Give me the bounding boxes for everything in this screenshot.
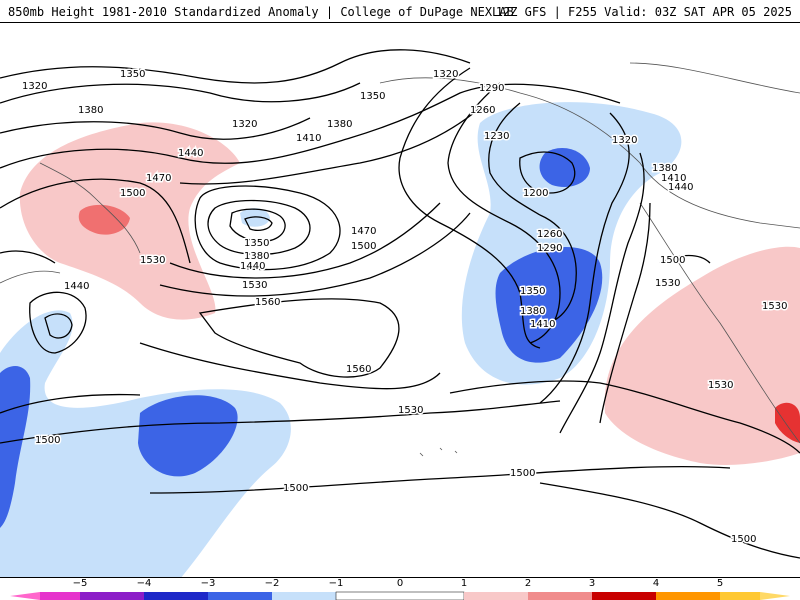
legend-tick: 5 bbox=[716, 578, 724, 589]
contour-label: 1500 bbox=[731, 534, 756, 545]
legend-tick: 1 bbox=[460, 578, 468, 589]
contour-label: 1350 bbox=[520, 286, 545, 297]
map-title: 850mb Height 1981-2010 Standardized Anom… bbox=[8, 5, 514, 19]
contour-label: 1470 bbox=[351, 226, 376, 237]
legend-tick: −2 bbox=[264, 578, 280, 589]
contour-label: 1530 bbox=[762, 301, 787, 312]
legend-tick: 3 bbox=[588, 578, 596, 589]
contour-label: 1290 bbox=[537, 243, 562, 254]
contour-label: 1530 bbox=[655, 278, 680, 289]
contour-label: 1500 bbox=[120, 188, 145, 199]
legend-tick: 4 bbox=[652, 578, 660, 589]
contour-label: 1350 bbox=[244, 238, 269, 249]
contour-label: 1470 bbox=[146, 173, 171, 184]
contour-label: 1500 bbox=[510, 468, 535, 479]
positive-anomaly-east-core bbox=[775, 402, 800, 443]
height-contours bbox=[0, 49, 800, 559]
legend-tick: −5 bbox=[72, 578, 88, 589]
model-run-info: 12Z GFS | F255 Valid: 03Z SAT APR 05 202… bbox=[495, 5, 792, 19]
contour-label: 1380 bbox=[327, 119, 352, 130]
contour-label: 1500 bbox=[660, 255, 685, 266]
legend-tick: 0 bbox=[396, 578, 404, 589]
contour-label: 1440 bbox=[240, 261, 265, 272]
contour-label: 1440 bbox=[178, 148, 203, 159]
legend-tick: −4 bbox=[136, 578, 152, 589]
coastlines bbox=[0, 62, 800, 457]
positive-anomaly-core bbox=[78, 204, 130, 235]
map-canvas: 1320 1350 1380 1320 1350 1380 1410 1440 … bbox=[0, 49, 800, 577]
contour-label: 1560 bbox=[346, 364, 371, 375]
contour-label: 1530 bbox=[140, 255, 165, 266]
legend-tick: 2 bbox=[524, 578, 532, 589]
contour-label: 1500 bbox=[351, 241, 376, 252]
color-legend: −5 −4 −3 −2 −1 0 1 2 3 4 5 bbox=[0, 578, 800, 600]
header-bar: 850mb Height 1981-2010 Standardized Anom… bbox=[0, 0, 800, 22]
contour-label: 1260 bbox=[537, 229, 562, 240]
contour-label: 1410 bbox=[296, 133, 321, 144]
contour-label: 1380 bbox=[652, 163, 677, 174]
contour-label: 1260 bbox=[470, 105, 495, 116]
contour-label: 1380 bbox=[78, 105, 103, 116]
contour-label: 1530 bbox=[398, 405, 423, 416]
contour-label: 1500 bbox=[283, 483, 308, 494]
contour-label: 1320 bbox=[612, 135, 637, 146]
contour-label-group: 1320 1350 1380 1320 1350 1380 1410 1440 … bbox=[21, 68, 789, 547]
contour-label: 1530 bbox=[242, 280, 267, 291]
contour-label: 1230 bbox=[484, 131, 509, 142]
legend-bar bbox=[10, 591, 790, 600]
contour-label: 1530 bbox=[708, 380, 733, 391]
negative-anomaly-trough-mid bbox=[539, 148, 590, 188]
anomaly-map[interactable]: 1320 1350 1380 1320 1350 1380 1410 1440 … bbox=[0, 22, 800, 578]
contour-label: 1320 bbox=[433, 69, 458, 80]
negative-anomaly-southwest-core bbox=[0, 366, 31, 528]
contour-label: 1350 bbox=[360, 91, 385, 102]
contour-label: 1380 bbox=[520, 306, 545, 317]
contour-label: 1410 bbox=[661, 173, 686, 184]
contour-label: 1320 bbox=[232, 119, 257, 130]
contour-label: 1380 bbox=[244, 251, 269, 262]
legend-tick: −1 bbox=[328, 578, 344, 589]
legend-tick: −3 bbox=[200, 578, 216, 589]
contour-label: 1440 bbox=[668, 182, 693, 193]
negative-anomaly-south-core bbox=[138, 395, 238, 477]
contour-label: 1320 bbox=[22, 81, 47, 92]
negative-anomaly-trough-south bbox=[495, 246, 603, 363]
contour-label: 1500 bbox=[35, 435, 60, 446]
positive-anomaly-west bbox=[19, 122, 240, 320]
contour-label: 1410 bbox=[530, 319, 555, 330]
positive-anomaly-east bbox=[604, 246, 800, 465]
contour-label: 1350 bbox=[120, 69, 145, 80]
contour-label: 1560 bbox=[255, 297, 280, 308]
contour-label: 1440 bbox=[64, 281, 89, 292]
contour-label: 1200 bbox=[523, 188, 548, 199]
contour-label: 1290 bbox=[479, 83, 504, 94]
